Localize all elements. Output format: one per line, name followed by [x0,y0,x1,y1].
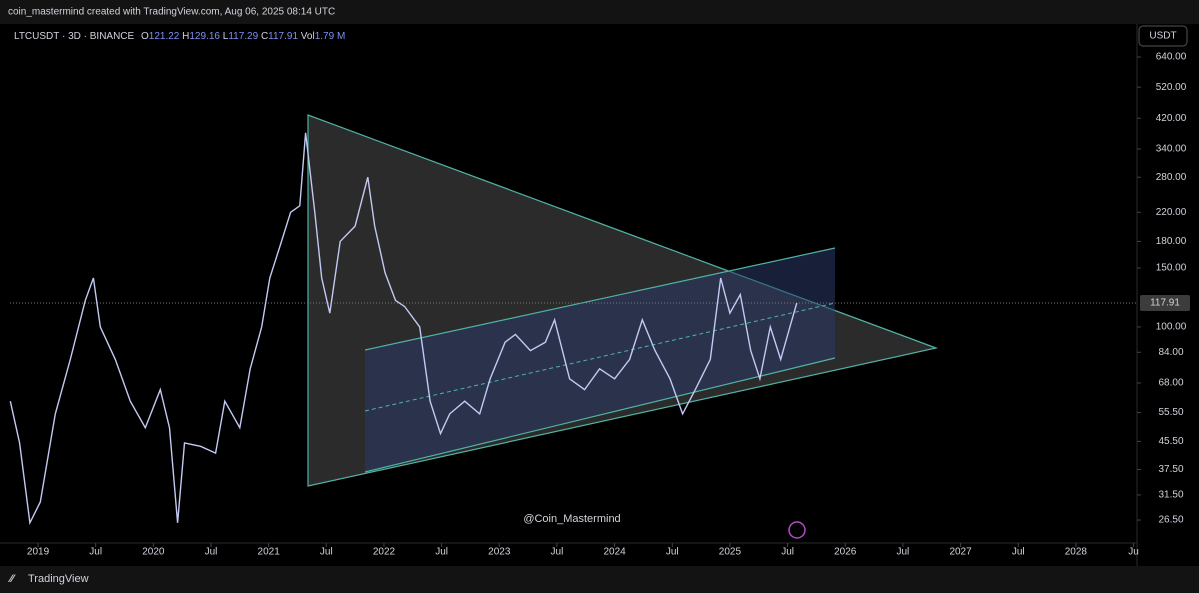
y-tick-label: 520.00 [1156,82,1187,93]
x-tick-label: Jul [320,547,333,558]
channel-bottom [364,357,836,473]
x-tick-label: Jul [435,547,448,558]
y-tick-label: 45.50 [1158,436,1183,447]
x-tick-label: 2019 [27,547,50,558]
footer-logo: ⁄⁄ [7,573,16,585]
x-tick-label: Jul [551,547,564,558]
x-tick-label: 2028 [1065,547,1088,558]
x-tick-label: Jul [666,547,679,558]
x-tick-label: 2027 [949,547,972,558]
y-tick-label: 640.00 [1156,52,1187,63]
y-tick-label: 280.00 [1156,172,1187,183]
x-tick-label: Jul [781,547,794,558]
close-label: C [261,31,268,42]
footer-bar [0,566,1199,593]
low: 117.29 [228,31,258,42]
x-tick-label: 2021 [258,547,281,558]
footer-brand: TradingView [28,573,89,585]
credit: coin_mastermind created with TradingView… [8,7,335,18]
channel-top [364,247,836,351]
x-tick-label: 2025 [719,547,742,558]
event-icon[interactable] [788,521,806,539]
y-tick-label: 340.00 [1156,144,1187,155]
watermark: @Coin_Mastermind [523,513,620,525]
x-tick-label: Jul [897,547,910,558]
y-tick-label: 100.00 [1156,322,1187,333]
legend: LTCUSDT · 3D · BINANCE O121.22 H129.16 L… [14,31,345,42]
x-tick-label: 2024 [603,547,626,558]
x-tick-label: Ju [1128,547,1139,558]
y-tick-label: 150.00 [1156,263,1187,274]
x-tick-label: 2023 [488,547,511,558]
low-label: L [223,31,229,42]
x-tick-label: Jul [89,547,102,558]
last-price-box [1140,294,1190,311]
y-tick-label: 37.50 [1158,464,1183,475]
open: 121.22 [149,31,180,42]
volume: 1.79 M [315,31,346,42]
x-tick-label: Jul [205,547,218,558]
price-line [9,132,798,526]
x-tick-label: 2026 [834,547,857,558]
open-label: O [141,31,149,42]
y-tick-label: 68.00 [1158,378,1183,389]
symbol: LTCUSDT · 3D · BINANCE [14,31,135,42]
y-tick-label: 31.50 [1158,490,1183,501]
x-tick-label: Jul [1012,547,1025,558]
high: 129.16 [189,31,220,42]
currency: USDT [1149,31,1176,42]
y-tick-label: 180.00 [1156,236,1187,247]
x-tick-label: 2022 [373,547,396,558]
close: 117.91 [268,31,298,42]
y-tick-label: 420.00 [1156,113,1187,124]
y-tick-label: 220.00 [1156,207,1187,218]
y-tick-label: 84.00 [1158,347,1183,358]
header-bar [0,0,1199,24]
y-tick-label: 55.50 [1158,407,1183,418]
high-label: H [182,31,189,42]
channel-midline [364,302,836,412]
last-price-label: 117.91 [1150,298,1180,309]
y-tick-label: 26.50 [1158,515,1183,526]
currency-box[interactable] [1138,25,1188,47]
x-tick-label: 2020 [142,547,165,558]
volume-label: Vol [301,31,315,42]
